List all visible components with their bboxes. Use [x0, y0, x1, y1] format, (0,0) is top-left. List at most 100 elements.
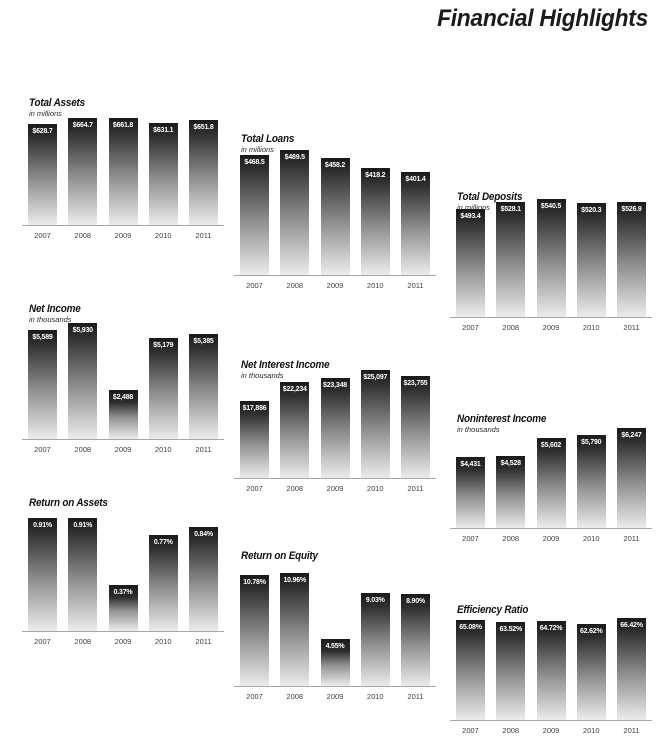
bar-value-label: $489.5 — [284, 154, 305, 161]
chart-subtitle: in millions — [457, 203, 490, 212]
chart-title: Net Income — [29, 303, 81, 315]
year-label: 2007 — [34, 231, 51, 240]
year-label: 2010 — [154, 637, 172, 646]
bar-value-label: $401.4 — [405, 176, 426, 183]
bar-value-label: $5,602 — [540, 442, 562, 449]
bar-value-label: $23,348 — [323, 382, 347, 389]
bar-value-label: $418.2 — [365, 172, 386, 179]
chart-subtitle: in thousands — [29, 315, 72, 324]
bar-2007: $4,431 — [456, 457, 485, 528]
chart-net-interest-income: Net Interest Income in thousands $17,886 $2… — [234, 359, 436, 498]
year-label: 2007 — [246, 692, 263, 701]
bar-2010: $418.2 — [360, 168, 390, 275]
bar-2010: $5,179 — [148, 338, 178, 439]
bar-value-label: $22,234 — [282, 386, 307, 393]
bar-value-label: 0.91% — [73, 522, 93, 529]
bar-2007: 65.08% — [456, 620, 485, 720]
bar-value-label: $664.7 — [72, 122, 93, 129]
bar-2007: $468.5 — [240, 155, 269, 275]
bar-2010: 9.03% — [360, 593, 390, 686]
year-label: 2009 — [326, 281, 344, 290]
chart-subtitle: in millions — [241, 145, 274, 154]
chart-title: Return on Equity — [241, 550, 318, 562]
bar-value-label: 9.03% — [365, 597, 385, 604]
bar-value-label: 0.91% — [33, 522, 52, 529]
bar-2007: $628.7 — [28, 124, 57, 225]
year-label: 2008 — [286, 692, 304, 701]
year-label: 2009 — [326, 692, 344, 701]
bar-value-label: $5,790 — [581, 439, 602, 446]
bar-value-label: $5,589 — [32, 334, 53, 341]
bar-2011: 66.42% — [617, 618, 646, 720]
bar-2008: $528.1 — [496, 202, 526, 317]
year-label: 2011 — [195, 231, 212, 240]
axis-baseline — [234, 275, 436, 276]
axis-baseline — [22, 631, 224, 632]
bar-value-label: 10.96% — [283, 577, 307, 584]
year-label: 2008 — [286, 281, 304, 290]
axis-baseline — [234, 686, 436, 687]
bar-2011: 8.90% — [401, 594, 430, 686]
year-label: 2010 — [582, 534, 600, 543]
year-label: 2007 — [34, 637, 51, 646]
bar-2008: $4,528 — [496, 456, 526, 528]
bar-value-label: $6,247 — [621, 432, 642, 439]
chart-title: Return on Assets — [29, 497, 108, 509]
year-label: 2011 — [623, 534, 640, 543]
bar-value-label: 63.52% — [499, 626, 523, 633]
bar-value-label: $5,385 — [193, 338, 214, 345]
axis-baseline — [22, 439, 224, 440]
year-label: 2010 — [582, 726, 600, 735]
year-label: 2007 — [246, 484, 263, 493]
bar-value-label: 10.78% — [243, 579, 266, 586]
bar-2011: $23,755 — [401, 376, 430, 478]
year-axis: 2007 2008 2009 2010 2011 — [240, 484, 430, 493]
axis-baseline — [234, 478, 436, 479]
bar-2008: $664.7 — [68, 118, 98, 225]
bar-2009: 4.55% — [320, 639, 350, 686]
bar-2007: $493.4 — [456, 209, 485, 317]
bar-value-label: 0.37% — [113, 589, 133, 596]
bar-2007: 10.78% — [240, 575, 269, 686]
year-label: 2009 — [542, 726, 560, 735]
bar-2008: 63.52% — [496, 622, 526, 720]
bar-value-label: $25,097 — [363, 374, 388, 381]
chart-subtitle: in thousands — [241, 371, 284, 380]
bar-value-label: $493.4 — [460, 213, 481, 220]
chart-title: Total Assets — [29, 97, 85, 109]
bar-2009: $661.8 — [108, 118, 138, 225]
bar-value-label: 64.72% — [539, 625, 563, 632]
plot-area: $628.7 $664.7 $661.8 $631.1 $651.8 — [28, 118, 218, 225]
bar-value-label: $23,755 — [403, 380, 428, 387]
plot-area: $17,886 $22,234 $23,348 $25,097 $23,755 — [240, 370, 430, 478]
year-label: 2010 — [366, 484, 384, 493]
bar-2011: $651.8 — [189, 120, 218, 225]
bar-2009: $458.2 — [320, 158, 350, 275]
chart-title: Net Interest Income — [241, 359, 330, 371]
year-label: 2008 — [502, 323, 520, 332]
year-label: 2008 — [502, 726, 520, 735]
year-label: 2008 — [286, 484, 304, 493]
year-label: 2010 — [366, 281, 384, 290]
bar-2011: $5,385 — [189, 334, 218, 439]
bar-value-label: 62.62% — [579, 628, 603, 635]
year-axis: 2007 2008 2009 2010 2011 — [456, 323, 646, 332]
plot-area: 0.91% 0.91% 0.37% 0.77% 0.84% — [28, 518, 218, 631]
bar-value-label: $5,179 — [153, 342, 174, 349]
plot-area: $493.4 $528.1 $540.5 $520.3 $526.9 — [456, 199, 646, 317]
bar-2010: $25,097 — [360, 370, 390, 478]
year-axis: 2007 2008 2009 2010 2011 — [456, 534, 646, 543]
bar-2008: 0.91% — [68, 518, 98, 631]
axis-baseline — [22, 225, 224, 226]
bar-value-label: 0.84% — [194, 531, 213, 538]
year-label: 2007 — [462, 323, 479, 332]
chart-title: Efficiency Ratio — [457, 604, 529, 616]
bar-2009: 0.37% — [108, 585, 138, 631]
year-axis: 2007 2008 2009 2010 2011 — [240, 692, 430, 701]
year-label: 2009 — [114, 231, 132, 240]
chart-title: Noninterest Income — [457, 413, 547, 425]
bar-2008: $489.5 — [280, 150, 310, 275]
bar-2011: $6,247 — [617, 428, 646, 528]
year-label: 2009 — [114, 637, 132, 646]
bar-value-label: $458.2 — [324, 162, 346, 169]
